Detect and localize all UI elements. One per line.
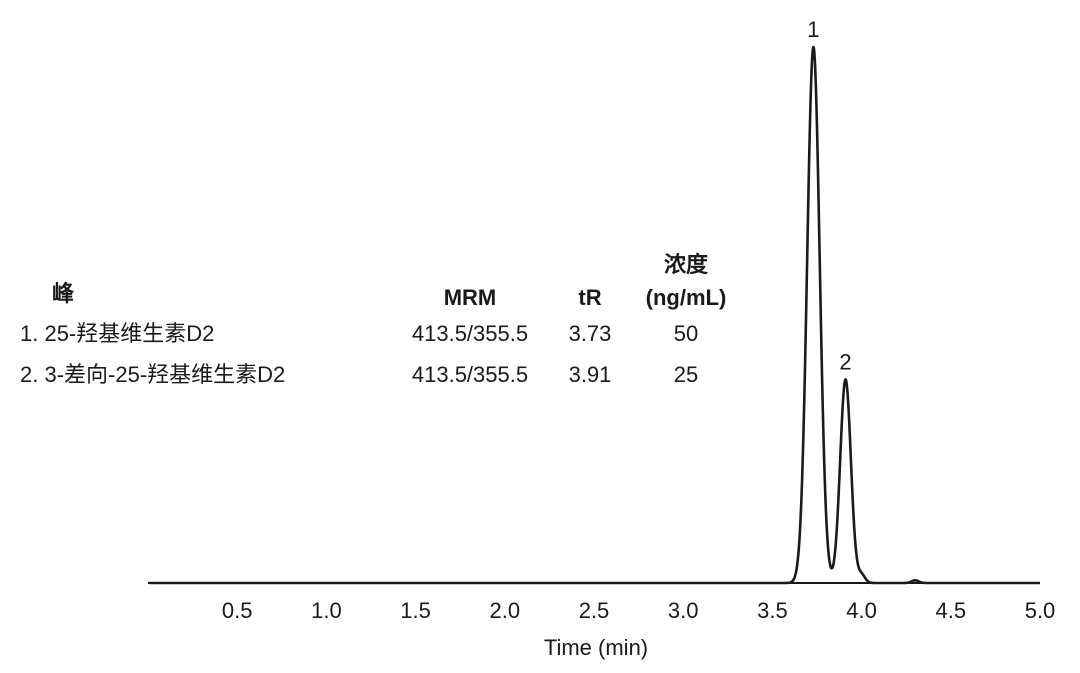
legend-header-tr: tR (578, 285, 601, 310)
x-axis-ticks: 0.5 1.0 1.5 2.0 2.5 3.0 3.5 4.0 4.5 5.0 (222, 598, 1055, 623)
peak-labels: 12 (807, 17, 851, 374)
legend-header-conc-line1: 浓度 (664, 252, 709, 277)
x-tick-label: 2.0 (490, 598, 521, 623)
legend-row-1-conc: 50 (674, 321, 698, 346)
legend-row-1-tr: 3.73 (569, 321, 612, 346)
x-tick-label: 3.5 (757, 598, 788, 623)
x-tick-label: 4.5 (936, 598, 967, 623)
legend-row-1-name: 1. 25-羟基维生素D2 (20, 321, 214, 346)
legend-header-peak: 峰 (52, 281, 75, 306)
legend-header-conc-line2: (ng/mL) (646, 285, 727, 310)
legend-row-2-mrm: 413.5/355.5 (412, 362, 528, 387)
legend-row-1-mrm: 413.5/355.5 (412, 321, 528, 346)
chromatogram-trace (148, 45, 1041, 585)
peak-label-2: 2 (839, 349, 851, 374)
legend-row-2-tr: 3.91 (569, 362, 612, 387)
x-tick-label: 4.0 (846, 598, 877, 623)
x-tick-label: 3.0 (668, 598, 699, 623)
peak-legend-table: 峰 MRM tR 浓度 (ng/mL) 1. 25-羟基维生素D2 413.5/… (20, 252, 726, 387)
legend-header-mrm: MRM (444, 285, 497, 310)
x-tick-label: 1.0 (311, 598, 342, 623)
x-tick-label: 2.5 (579, 598, 610, 623)
x-tick-label: 5.0 (1025, 598, 1056, 623)
x-tick-label: 0.5 (222, 598, 253, 623)
x-axis-title: Time (min) (544, 635, 648, 660)
peak-label-1: 1 (807, 17, 819, 42)
legend-row-2-conc: 25 (674, 362, 698, 387)
x-tick-label: 1.5 (400, 598, 431, 623)
legend-row-2-name: 2. 3-差向-25-羟基维生素D2 (20, 362, 285, 387)
